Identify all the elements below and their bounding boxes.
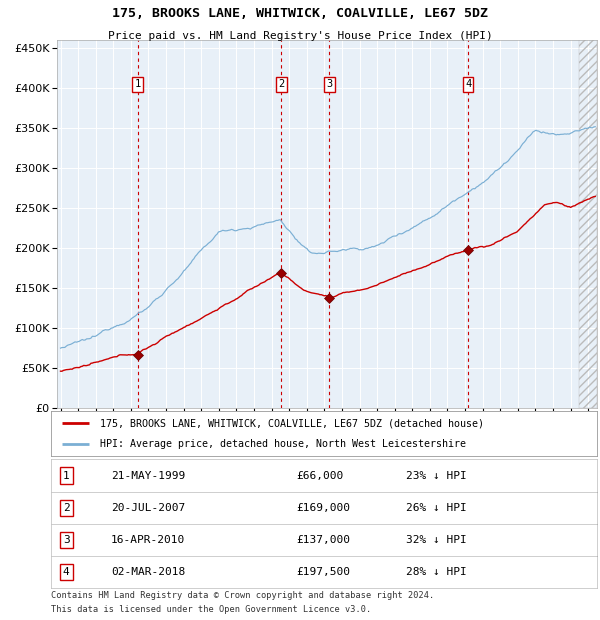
Text: 4: 4 — [465, 79, 471, 89]
Text: This data is licensed under the Open Government Licence v3.0.: This data is licensed under the Open Gov… — [51, 605, 371, 614]
Text: 3: 3 — [63, 535, 70, 545]
Text: Price paid vs. HM Land Registry's House Price Index (HPI): Price paid vs. HM Land Registry's House … — [107, 31, 493, 41]
Text: 2: 2 — [63, 503, 70, 513]
Text: £197,500: £197,500 — [297, 567, 351, 577]
Text: 3: 3 — [326, 79, 332, 89]
Text: 2: 2 — [278, 79, 284, 89]
Text: 175, BROOKS LANE, WHITWICK, COALVILLE, LE67 5DZ (detached house): 175, BROOKS LANE, WHITWICK, COALVILLE, L… — [100, 418, 484, 428]
Text: HPI: Average price, detached house, North West Leicestershire: HPI: Average price, detached house, Nort… — [100, 439, 466, 449]
Text: Contains HM Land Registry data © Crown copyright and database right 2024.: Contains HM Land Registry data © Crown c… — [51, 591, 434, 601]
Text: 32% ↓ HPI: 32% ↓ HPI — [406, 535, 467, 545]
Text: 21-MAY-1999: 21-MAY-1999 — [111, 471, 185, 480]
Text: 175, BROOKS LANE, WHITWICK, COALVILLE, LE67 5DZ: 175, BROOKS LANE, WHITWICK, COALVILLE, L… — [112, 7, 488, 20]
Text: 16-APR-2010: 16-APR-2010 — [111, 535, 185, 545]
Text: 1: 1 — [134, 79, 140, 89]
Text: 23% ↓ HPI: 23% ↓ HPI — [406, 471, 467, 480]
Text: 4: 4 — [63, 567, 70, 577]
Text: 1: 1 — [63, 471, 70, 480]
Text: 26% ↓ HPI: 26% ↓ HPI — [406, 503, 467, 513]
Text: 28% ↓ HPI: 28% ↓ HPI — [406, 567, 467, 577]
Text: £137,000: £137,000 — [297, 535, 351, 545]
Text: £169,000: £169,000 — [297, 503, 351, 513]
Text: £66,000: £66,000 — [297, 471, 344, 480]
Text: 02-MAR-2018: 02-MAR-2018 — [111, 567, 185, 577]
Text: 20-JUL-2007: 20-JUL-2007 — [111, 503, 185, 513]
